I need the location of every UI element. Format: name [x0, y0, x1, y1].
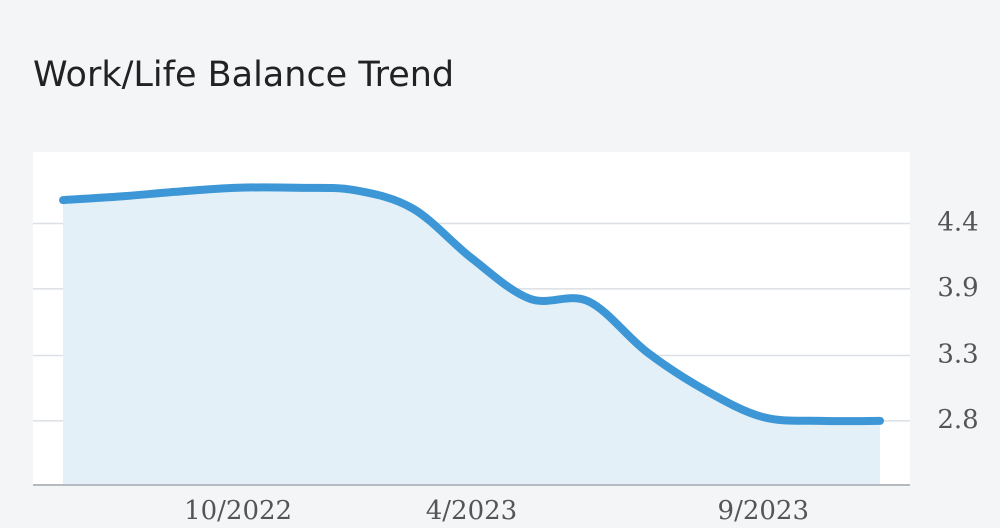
- x-tick-label: 10/2022: [184, 496, 292, 526]
- y-tick-label: 2.8: [937, 405, 978, 435]
- y-tick-label: 3.3: [937, 340, 978, 370]
- x-tick-label: 4/2023: [426, 496, 517, 526]
- y-tick-label: 3.9: [937, 273, 978, 303]
- chart-title: Work/Life Balance Trend: [33, 55, 454, 95]
- y-tick-label: 4.4: [937, 208, 978, 238]
- line: [59, 183, 884, 426]
- x-tick-label: 9/2023: [718, 496, 809, 526]
- area: [63, 187, 880, 485]
